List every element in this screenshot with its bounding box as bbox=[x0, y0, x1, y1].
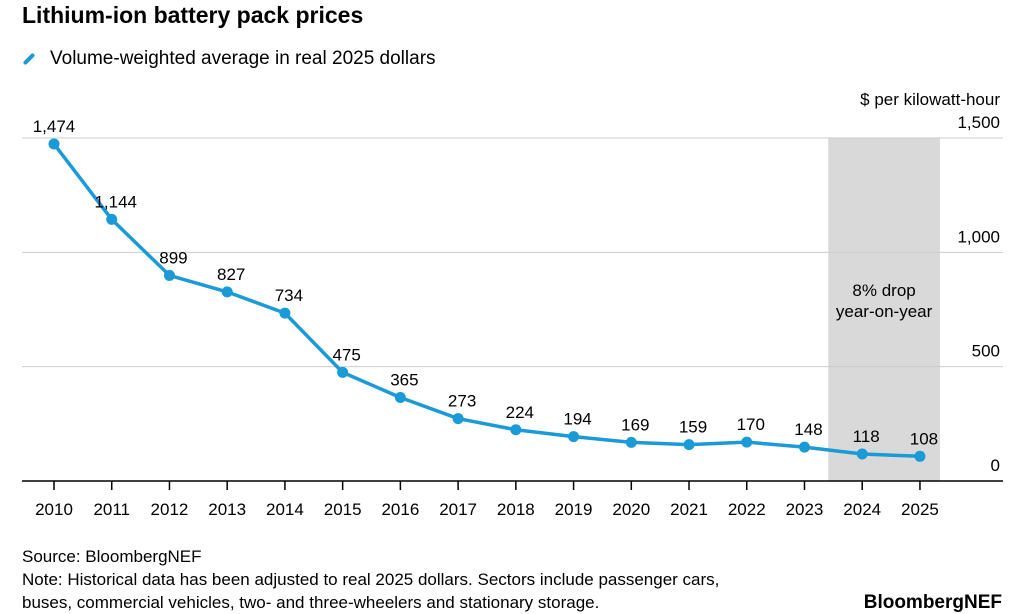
x-tick-label: 2015 bbox=[324, 500, 362, 519]
data-point bbox=[337, 366, 349, 378]
data-label: 148 bbox=[794, 420, 822, 439]
data-point bbox=[625, 436, 637, 448]
data-point bbox=[568, 431, 580, 443]
x-tick-label: 2020 bbox=[612, 500, 650, 519]
data-label: 827 bbox=[217, 265, 245, 284]
data-point bbox=[48, 138, 60, 150]
data-point bbox=[741, 436, 753, 448]
source-text: Source: BloombergNEF bbox=[22, 547, 202, 566]
data-point bbox=[394, 392, 406, 404]
brand-logo: BloombergNEF bbox=[863, 592, 1002, 613]
x-tick-label: 2014 bbox=[266, 500, 304, 519]
data-label: 159 bbox=[679, 418, 707, 437]
data-label: 118 bbox=[853, 427, 880, 446]
data-label: 475 bbox=[332, 345, 360, 364]
data-point bbox=[221, 286, 233, 298]
data-point bbox=[279, 307, 291, 319]
data-label: 194 bbox=[563, 410, 591, 429]
y-tick-label: 0 bbox=[991, 456, 1000, 475]
legend: Volume-weighted average in real 2025 dol… bbox=[22, 48, 436, 70]
data-label: 108 bbox=[910, 429, 938, 448]
highlight-band bbox=[828, 138, 940, 481]
data-point bbox=[510, 424, 522, 436]
highlight-annotation: year-on-year bbox=[836, 302, 933, 321]
x-tick-label: 2017 bbox=[439, 500, 477, 519]
data-point bbox=[683, 439, 695, 451]
x-tick-label: 2023 bbox=[786, 500, 824, 519]
x-tick-label: 2021 bbox=[670, 500, 708, 519]
x-tick-label: 2011 bbox=[93, 500, 130, 519]
series-line bbox=[52, 142, 921, 459]
data-label: 273 bbox=[448, 392, 476, 411]
note-line-2: buses, commercial vehicles, two- and thr… bbox=[22, 593, 600, 612]
x-tick-label: 2022 bbox=[728, 500, 766, 519]
y-axis-title: $ per kilowatt-hour bbox=[860, 90, 1000, 109]
x-tick-label: 2010 bbox=[35, 500, 73, 519]
data-label: 169 bbox=[621, 415, 649, 434]
data-point bbox=[106, 213, 118, 225]
data-point bbox=[914, 450, 926, 462]
x-tick-label: 2013 bbox=[208, 500, 246, 519]
data-point bbox=[856, 448, 868, 460]
data-point bbox=[163, 269, 175, 281]
y-tick-label: 500 bbox=[972, 342, 1000, 361]
x-tick-label: 2016 bbox=[381, 500, 419, 519]
note-line-1: Note: Historical data has been adjusted … bbox=[22, 570, 720, 589]
y-tick-label: 1,000 bbox=[957, 227, 1000, 246]
data-label: 1,474 bbox=[33, 117, 76, 136]
data-point bbox=[452, 413, 464, 425]
x-tick-label: 2024 bbox=[843, 500, 881, 519]
chart-title: Lithium-ion battery pack prices bbox=[22, 2, 364, 28]
data-label: 899 bbox=[159, 248, 187, 267]
x-tick-label: 2025 bbox=[901, 500, 939, 519]
y-tick-label: 1,500 bbox=[957, 113, 1000, 132]
data-label: 224 bbox=[506, 403, 534, 422]
x-tick-label: 2012 bbox=[151, 500, 189, 519]
data-label: 1,144 bbox=[94, 192, 137, 211]
data-point bbox=[798, 441, 810, 453]
x-tick-label: 2018 bbox=[497, 500, 535, 519]
data-label: 170 bbox=[737, 415, 765, 434]
x-tick-label: 2019 bbox=[555, 500, 593, 519]
legend-label: Volume-weighted average in real 2025 dol… bbox=[50, 48, 436, 69]
data-label: 734 bbox=[275, 286, 303, 305]
highlight-annotation: 8% drop bbox=[852, 281, 915, 300]
data-label: 365 bbox=[390, 371, 418, 390]
